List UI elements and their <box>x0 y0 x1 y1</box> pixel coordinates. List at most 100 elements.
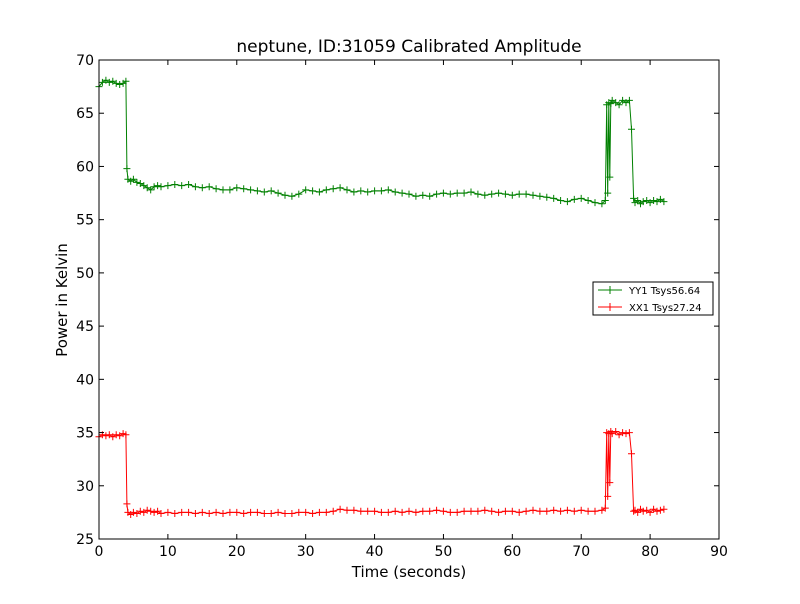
y-tick-label: 60 <box>76 159 94 175</box>
series-yy1 <box>95 76 668 208</box>
data-point-marker <box>591 199 599 207</box>
data-point-marker <box>133 178 141 186</box>
data-point-marker <box>164 182 172 190</box>
data-point-marker <box>281 191 289 199</box>
data-point-marker <box>343 186 351 194</box>
data-point-marker <box>536 192 544 200</box>
data-point-marker <box>570 195 578 203</box>
data-point-marker <box>628 125 635 133</box>
data-point-marker <box>639 198 647 206</box>
data-point-marker <box>529 191 537 199</box>
data-point-marker <box>309 510 317 517</box>
legend: YY1 Tsys56.64 XX1 Tsys27.24 <box>592 281 714 316</box>
x-tick-label: 90 <box>710 544 728 560</box>
data-point-marker <box>419 507 427 515</box>
data-point-marker <box>508 507 516 515</box>
data-point-marker <box>281 510 289 517</box>
legend-swatch-marker <box>606 286 614 294</box>
data-point-marker <box>495 508 503 516</box>
y-tick-label: 35 <box>76 426 94 442</box>
data-point-marker <box>164 508 172 516</box>
data-point-marker <box>384 186 392 194</box>
data-point-marker <box>653 507 661 515</box>
data-point-marker <box>240 185 248 193</box>
data-point-marker <box>650 197 658 204</box>
data-point-marker <box>357 187 365 195</box>
data-point-marker <box>467 507 475 515</box>
data-point-marker <box>474 190 482 198</box>
data-point-marker <box>247 508 255 516</box>
data-point-marker <box>185 508 193 516</box>
data-point-marker <box>157 510 165 517</box>
data-point-marker <box>495 189 503 197</box>
legend-box <box>592 281 714 316</box>
data-point-marker <box>315 188 323 196</box>
plot-frame <box>98 59 720 540</box>
data-point-marker <box>154 182 162 190</box>
legend-item-xx1: XX1 Tsys27.24 <box>598 303 702 314</box>
data-point-marker <box>557 197 565 204</box>
data-point-marker <box>622 430 630 438</box>
data-point-marker <box>336 505 344 513</box>
data-point-marker <box>604 492 612 500</box>
x-tick-label: 80 <box>641 544 659 560</box>
y-tick-label: 55 <box>76 213 94 229</box>
data-point-marker <box>419 191 427 199</box>
data-point-marker <box>371 507 379 515</box>
x-tick-label: 60 <box>503 544 521 560</box>
data-point-marker <box>522 507 530 515</box>
data-point-marker <box>205 510 213 517</box>
data-point-marker <box>112 79 120 87</box>
data-point-marker <box>336 184 344 192</box>
data-point-marker <box>129 508 137 516</box>
data-point-marker <box>656 506 664 514</box>
data-point-marker <box>350 506 358 514</box>
data-point-marker <box>260 510 268 517</box>
y-tick-label: 65 <box>76 106 94 122</box>
data-point-marker <box>136 507 144 515</box>
data-point-marker <box>260 188 268 196</box>
data-point-marker <box>240 510 248 517</box>
data-point-marker <box>329 507 337 515</box>
data-point-marker <box>460 507 468 515</box>
data-point-marker <box>660 505 668 513</box>
data-point-marker <box>322 508 330 516</box>
data-point-marker <box>543 507 551 515</box>
data-point-marker <box>601 197 609 204</box>
data-point-marker <box>253 508 261 516</box>
data-point-marker <box>543 193 551 201</box>
series-layer <box>95 76 668 518</box>
x-tick-label: 30 <box>297 544 315 560</box>
data-point-marker <box>371 187 379 195</box>
data-point-marker <box>501 190 509 198</box>
data-point-marker <box>481 191 489 199</box>
data-point-marker <box>295 508 303 516</box>
data-point-marker <box>122 431 130 439</box>
data-point-marker <box>630 507 638 515</box>
data-point-marker <box>446 190 454 198</box>
data-point-marker <box>405 507 413 515</box>
legend-item-yy1: YY1 Tsys56.64 <box>598 286 700 297</box>
data-point-marker <box>563 506 571 514</box>
data-point-marker <box>226 186 234 194</box>
data-point-marker <box>350 188 358 196</box>
data-point-marker <box>391 507 399 515</box>
data-point-marker <box>625 96 633 104</box>
data-point-marker <box>433 506 441 514</box>
data-point-marker <box>302 186 310 194</box>
data-point-marker <box>267 187 275 195</box>
data-point-marker <box>453 189 461 197</box>
data-point-marker <box>604 189 612 197</box>
data-point-marker <box>612 428 620 435</box>
chart-title: neptune, ID:31059 Calibrated Amplitude <box>236 37 581 57</box>
series-xx1 <box>95 428 668 518</box>
data-point-marker <box>405 190 413 198</box>
data-point-marker <box>628 450 635 458</box>
data-point-marker <box>105 78 113 86</box>
data-point-marker <box>563 198 571 206</box>
data-point-marker <box>212 185 220 193</box>
data-point-marker <box>178 182 186 190</box>
data-point-marker <box>607 100 615 108</box>
data-point-marker <box>129 175 137 183</box>
